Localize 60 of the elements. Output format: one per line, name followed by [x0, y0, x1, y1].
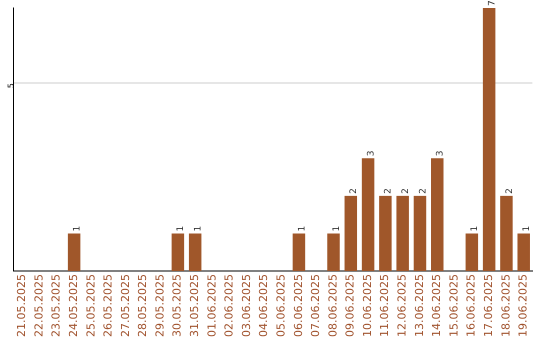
x-tick-label: 23.05.2025	[50, 274, 63, 338]
data-label: 1	[522, 226, 532, 232]
x-tick-label: 09.06.2025	[344, 274, 357, 338]
x-tick-label: 13.06.2025	[412, 274, 426, 338]
x-tick-label: 30.05.2025	[170, 274, 184, 338]
data-label: 2	[384, 188, 394, 194]
bar	[68, 233, 80, 272]
x-tick-label: 10.06.2025	[360, 274, 374, 338]
x-tick-label: 22.05.2025	[32, 274, 46, 338]
bar	[379, 196, 392, 272]
bar	[466, 233, 478, 272]
data-label: 7	[487, 0, 498, 6]
x-tick-label: 19.06.2025	[516, 274, 530, 338]
bar	[396, 196, 409, 272]
x-tick-label: 14.06.2025	[430, 274, 444, 338]
x-tick-label: 21.05.2025	[15, 274, 28, 338]
data-label: 1	[297, 226, 308, 232]
x-tick-label: 06.06.2025	[292, 274, 305, 338]
bar	[172, 233, 184, 272]
data-label: 1	[470, 226, 480, 232]
bar	[327, 233, 340, 272]
x-tick-label: 26.05.2025	[102, 274, 115, 338]
x-tick-label: 27.05.2025	[118, 274, 132, 338]
x-tick-label: 25.05.2025	[84, 274, 98, 338]
x-tick-label: 08.06.2025	[326, 274, 340, 338]
data-label: 3	[436, 150, 446, 156]
data-label: 1	[332, 226, 342, 232]
x-tick-label: 05.06.2025	[274, 274, 288, 338]
bar	[292, 233, 306, 272]
x-tick-label: 04.06.2025	[257, 274, 270, 338]
data-label: 1	[194, 226, 204, 232]
data-label: 2	[504, 188, 515, 194]
bar	[414, 196, 426, 272]
bar	[362, 158, 374, 272]
data-label: 2	[401, 188, 412, 194]
bar	[431, 158, 444, 272]
x-tick-label: 02.06.2025	[222, 274, 236, 338]
bar	[500, 196, 513, 272]
data-label: 1	[72, 226, 82, 232]
x-tick-label: 16.06.2025	[464, 274, 478, 338]
bar	[517, 233, 530, 272]
bar	[188, 233, 202, 272]
data-label: 3	[366, 150, 376, 156]
x-tick-label: 03.06.2025	[240, 274, 253, 338]
data-label: 2	[418, 188, 428, 194]
x-tick-label: 29.05.2025	[153, 274, 166, 338]
x-tick-label: 11.06.2025	[378, 274, 392, 338]
x-tick-label: 28.05.2025	[136, 274, 150, 338]
bar	[482, 8, 496, 272]
data-label: 1	[176, 226, 186, 232]
x-tick-label: 15.06.2025	[447, 274, 460, 338]
x-tick-label: 12.06.2025	[396, 274, 409, 338]
data-label: 2	[349, 188, 360, 194]
x-tick-label: 24.05.2025	[66, 274, 80, 338]
bar	[344, 196, 358, 272]
x-tick-label: 07.06.2025	[309, 274, 322, 338]
x-tick-label: 31.05.2025	[188, 274, 202, 338]
x-tick-label: 17.06.2025	[482, 274, 495, 338]
x-tick-label: 18.06.2025	[499, 274, 512, 338]
x-tick-label: 01.06.2025	[205, 274, 218, 338]
